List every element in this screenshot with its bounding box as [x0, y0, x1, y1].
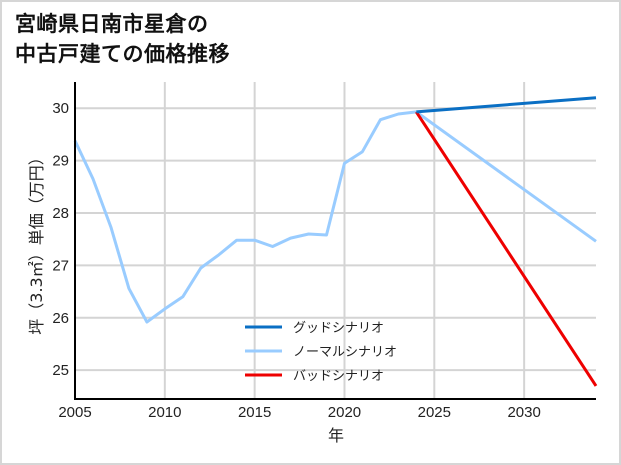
tick-labels: 25 26 27 28 29 30 2005 2010 2015 2020 2025 2030	[52, 100, 541, 421]
y-tick-label: 28	[52, 205, 69, 222]
x-tick-label: 2020	[328, 404, 361, 421]
y-tick-label: 29	[52, 153, 69, 170]
x-tick-label: 2010	[148, 404, 181, 421]
data-series	[73, 96, 598, 387]
legend-label: バッドシナリオ	[293, 369, 384, 384]
x-tick-label: 2015	[238, 404, 271, 421]
x-tick-label: 2005	[58, 404, 91, 421]
historical-line	[73, 110, 417, 324]
scenario-line	[415, 110, 597, 243]
x-tick-label: 2030	[507, 404, 540, 421]
chart-title-line1: 宮崎県日南市星倉の	[15, 12, 209, 36]
y-axis-label: 坪（3.3㎡）単価（万円）	[27, 149, 46, 334]
chart-title: 宮崎県日南市星倉の 中古戸建ての価格推移	[15, 9, 230, 69]
y-tick-label: 25	[52, 362, 69, 379]
axes	[74, 82, 596, 400]
y-tick-label: 26	[52, 310, 69, 327]
y-tick-label: 30	[52, 100, 69, 117]
scenario-line	[416, 96, 597, 114]
y-tick-label: 27	[52, 257, 69, 274]
scenario-line	[415, 111, 598, 387]
legend-label: ノーマルシナリオ	[293, 345, 397, 360]
chart-title-line2: 中古戸建ての価格推移	[15, 42, 230, 66]
legend-label: グッドシナリオ	[293, 321, 384, 336]
x-axis-label: 年	[328, 426, 344, 445]
x-tick-label: 2025	[418, 404, 451, 421]
